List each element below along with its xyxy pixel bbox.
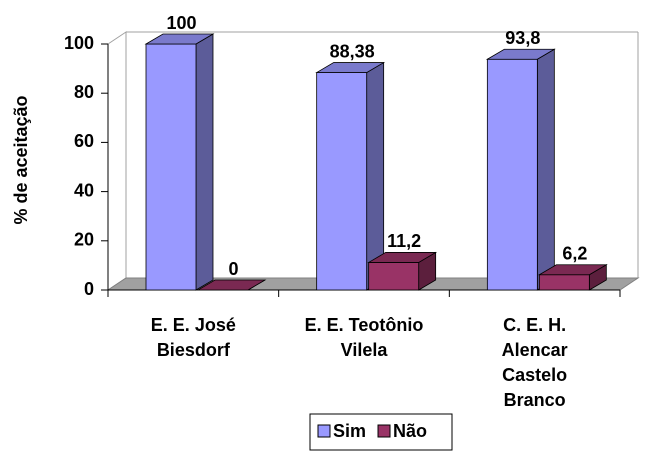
- y-tick-label: 20: [74, 230, 94, 250]
- bar-front: [538, 274, 590, 291]
- bar-top: [315, 62, 386, 73]
- bar: [144, 33, 215, 291]
- side-wall: [107, 31, 127, 291]
- y-tick-label: 60: [74, 131, 94, 151]
- y-axis-label: % de aceitação: [11, 95, 31, 224]
- y-tick-label: 100: [64, 33, 94, 53]
- bar-side: [195, 33, 214, 291]
- data-label: 100: [166, 13, 196, 33]
- bar-top: [485, 48, 556, 60]
- x-tick-label-line: Castelo: [502, 365, 567, 385]
- x-tick-label: E. E. Teotônio Vilela: [305, 315, 424, 360]
- data-label: 0: [228, 259, 238, 279]
- bar-top: [144, 33, 215, 45]
- bar: [537, 264, 608, 291]
- data-label: 6,2: [562, 243, 587, 263]
- bar: [315, 61, 386, 291]
- legend-swatch: [317, 424, 331, 438]
- x-tick-label-line: Biesdorf: [157, 340, 231, 360]
- x-tick-label: C. E. H. Alencar Castelo Branco: [502, 315, 568, 410]
- bar: [485, 48, 556, 291]
- bar-top: [196, 279, 267, 291]
- data-label: 11,2: [387, 231, 421, 251]
- bar-front: [145, 43, 197, 291]
- bar-top: [367, 252, 438, 263]
- y-tick-label: 80: [74, 82, 94, 102]
- bar-front: [368, 262, 420, 291]
- bar: [196, 279, 267, 291]
- legend-label: Não: [393, 421, 427, 441]
- bar-front: [316, 72, 368, 291]
- x-tick-label-line: Vilela: [341, 340, 389, 360]
- y-tick-label: 40: [74, 180, 94, 200]
- x-tick-label-line: E. E. José: [151, 315, 236, 335]
- legend-box: [309, 413, 453, 451]
- x-tick-label-line: E. E. Teotônio: [305, 315, 424, 335]
- x-tick-label-line: C. E. H.: [503, 315, 566, 335]
- legend: Sim Não: [309, 413, 453, 451]
- bar-front: [486, 58, 538, 291]
- bar: [367, 251, 438, 291]
- x-tick-label-line: Branco: [504, 390, 566, 410]
- data-label: 88,38: [330, 41, 375, 61]
- data-label: 93,8: [505, 28, 540, 48]
- legend-swatch: [377, 424, 391, 438]
- y-tick-label: 0: [84, 279, 94, 299]
- x-tick-label: E. E. José Biesdorf: [151, 315, 236, 360]
- bar-side: [536, 48, 555, 291]
- x-tick-label-line: Alencar: [502, 340, 568, 360]
- legend-label: Sim: [333, 421, 366, 441]
- bar-top: [537, 264, 608, 276]
